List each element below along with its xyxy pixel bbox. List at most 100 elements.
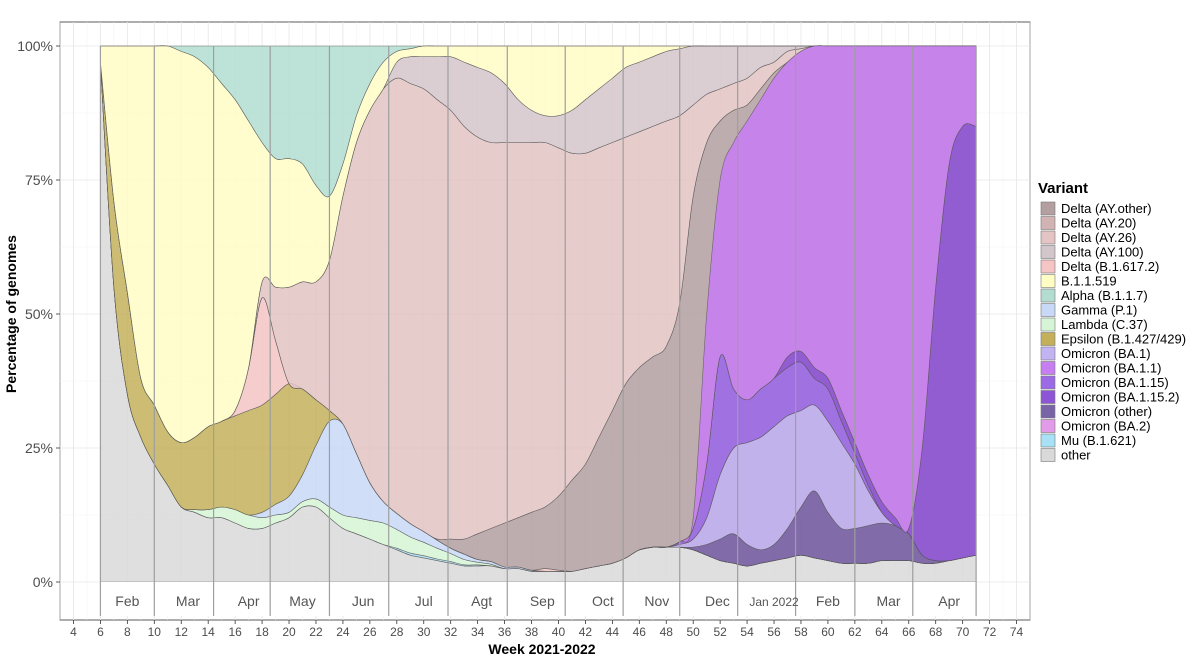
month-label: May [289, 593, 315, 609]
month-labels: Feb Mar Apr May Jun Jul Agt Sep Oct Nov Dec Jan 202… [99, 582, 977, 616]
month-label: Dec [705, 593, 730, 609]
legend-key [1040, 317, 1056, 332]
x-axis: 4 6 8 10 12 14 16 18 20 22 24 26 28 30 32 34 36 38 40 42 44 4… [70, 620, 1024, 639]
x-tick-label: 42 [579, 625, 593, 639]
legend-label: Mu (B.1.621) [1061, 433, 1136, 448]
legend-label: Omicron (other) [1061, 404, 1152, 419]
legend-label: Omicron (BA.1.1) [1061, 361, 1161, 376]
legend-label: Omicron (BA.1) [1061, 346, 1151, 361]
y-axis: 0% 25% 50% 75% 100% [17, 38, 60, 590]
x-tick-label: 54 [740, 625, 754, 639]
month-label: Mar [176, 593, 200, 609]
month-label: Apr [938, 593, 960, 609]
x-tick-label: 12 [175, 625, 189, 639]
x-axis-title: Week 2021-2022 [488, 641, 595, 657]
legend-title: Variant [1038, 180, 1088, 197]
legend-label: Delta (AY.20) [1061, 216, 1136, 231]
x-tick-label: 14 [202, 625, 216, 639]
legend-key [1040, 288, 1056, 303]
x-tick-label: 50 [687, 625, 701, 639]
legend-key [1040, 448, 1056, 462]
month-label: Oct [592, 593, 614, 609]
x-tick-label: 32 [444, 625, 458, 639]
legend-key [1040, 230, 1056, 245]
x-tick-label: 24 [336, 625, 350, 639]
legend-key [1040, 361, 1056, 375]
x-tick-label: 28 [390, 625, 404, 639]
x-tick-label: 62 [848, 625, 862, 639]
x-tick-label: 66 [902, 625, 916, 639]
x-tick-label: 70 [956, 625, 970, 639]
x-tick-label: 36 [498, 625, 512, 639]
legend-key [1040, 303, 1056, 317]
x-tick-label: 38 [525, 625, 539, 639]
month-label: Sep [530, 593, 555, 609]
x-tick-label: 74 [1010, 625, 1024, 639]
month-label: Feb [816, 593, 840, 609]
legend-key [1040, 375, 1056, 390]
legend-key [1040, 404, 1056, 419]
x-tick-label: 68 [929, 625, 943, 639]
x-tick-label: 18 [255, 625, 269, 639]
legend-label: Delta (AY.26) [1061, 230, 1136, 245]
legend-label: Gamma (P.1) [1061, 303, 1137, 318]
x-tick-label: 46 [633, 625, 647, 639]
y-axis-title: Percentage of genomes [3, 235, 19, 393]
y-tick-label: 0% [33, 574, 53, 590]
month-strip [100, 582, 977, 616]
x-tick-label: 60 [821, 625, 835, 639]
legend-label: Delta (B.1.617.2) [1061, 259, 1159, 274]
legend-key [1040, 433, 1056, 448]
legend-key [1040, 332, 1056, 346]
legend-label: Omicron (BA.1.15.2) [1061, 390, 1180, 405]
x-tick-label: 52 [713, 625, 727, 639]
omicron-series [639, 45, 977, 567]
x-tick-label: 8 [124, 625, 131, 639]
month-label: Mar [876, 593, 900, 609]
x-tick-label: 6 [97, 625, 104, 639]
legend-label: Delta (AY.100) [1061, 245, 1144, 260]
x-tick-label: 72 [983, 625, 997, 639]
legend-label: Alpha (B.1.1.7) [1061, 288, 1148, 303]
x-tick-label: 22 [309, 625, 323, 639]
month-label: Jan 2022 [749, 595, 799, 609]
y-tick-label: 75% [25, 172, 53, 188]
legend-label: Epsilon (B.1.427/429) [1061, 332, 1186, 347]
legend-key [1040, 201, 1056, 216]
x-tick-label: 64 [875, 625, 889, 639]
month-label: Apr [238, 593, 260, 609]
x-tick-label: 48 [660, 625, 674, 639]
x-tick-label: 34 [471, 625, 485, 639]
legend-key [1040, 390, 1056, 404]
y-tick-label: 100% [17, 38, 53, 54]
legend-key [1040, 346, 1056, 361]
y-tick-label: 50% [25, 306, 53, 322]
legend-label: Lambda (C.37) [1061, 317, 1148, 332]
legend-label: Omicron (BA.1.15) [1061, 375, 1169, 390]
month-label: Agt [471, 593, 492, 609]
legend-label: other [1061, 448, 1091, 463]
x-tick-label: 26 [363, 625, 377, 639]
x-tick-label: 58 [794, 625, 808, 639]
month-boundaries [99, 46, 977, 582]
month-label: Nov [644, 593, 669, 609]
legend-key [1040, 274, 1056, 288]
legend-label: Delta (AY.other) [1061, 201, 1152, 216]
x-tick-label: 40 [552, 625, 566, 639]
month-label: Feb [115, 593, 139, 609]
x-tick-label: 10 [148, 625, 162, 639]
x-tick-label: 56 [767, 625, 781, 639]
legend-key [1040, 245, 1056, 259]
month-label: Jul [415, 593, 433, 609]
month-label: Jun [352, 593, 375, 609]
area-alpha-b-1-1-7 [100, 45, 977, 198]
legend-key [1040, 419, 1056, 433]
x-tick-label: 20 [282, 625, 296, 639]
x-tick-label: 44 [606, 625, 620, 639]
legend-key [1040, 216, 1056, 230]
legend-key [1040, 259, 1056, 274]
x-tick-label: 16 [228, 625, 242, 639]
legend-label: Omicron (BA.2) [1061, 419, 1151, 434]
